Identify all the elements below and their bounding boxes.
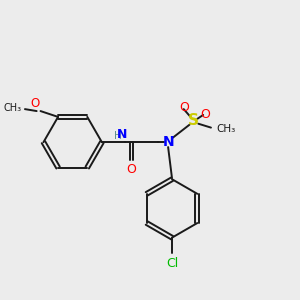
Text: CH₃: CH₃ <box>217 124 236 134</box>
Text: CH₃: CH₃ <box>4 103 22 113</box>
Text: O: O <box>30 97 40 110</box>
Text: N: N <box>117 128 128 141</box>
Text: O: O <box>179 100 189 114</box>
Text: Cl: Cl <box>166 257 178 270</box>
Text: N: N <box>162 135 174 149</box>
Text: H: H <box>114 131 121 141</box>
Text: O: O <box>200 108 210 122</box>
Text: O: O <box>126 163 136 176</box>
Text: S: S <box>188 113 199 128</box>
